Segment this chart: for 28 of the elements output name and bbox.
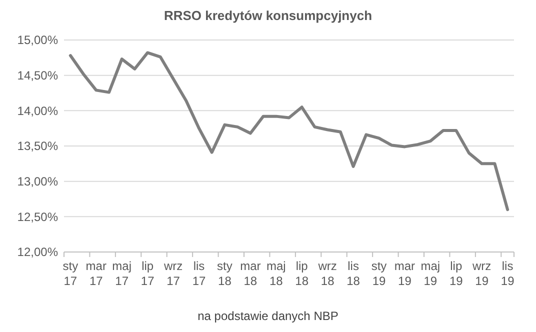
x-tick-label: maj 18 bbox=[266, 259, 286, 288]
x-tick-label: sty 17 bbox=[62, 259, 78, 288]
x-tick-label: sty 19 bbox=[371, 259, 387, 288]
y-tick-label: 14,50% bbox=[17, 68, 58, 83]
x-tick-label: mar 18 bbox=[240, 259, 261, 288]
x-tick-label: sty 18 bbox=[217, 259, 232, 288]
x-tick-label: lip 17 bbox=[140, 259, 155, 288]
x-tick-label: lis 17 bbox=[192, 259, 206, 288]
x-tick-label: wrz 17 bbox=[162, 259, 183, 288]
x-tick-label: lis 19 bbox=[500, 259, 515, 288]
x-tick-label: mar 17 bbox=[86, 259, 106, 288]
chart-title: RRSO kredytów konsumpcyjnych bbox=[164, 8, 372, 23]
x-tick-label: maj 17 bbox=[112, 259, 132, 288]
x-tick-label: lis 18 bbox=[346, 259, 360, 288]
x-tick-label: mar 19 bbox=[394, 259, 416, 288]
y-tick-label: 12,00% bbox=[17, 245, 58, 260]
x-tick-label: lip 19 bbox=[449, 259, 464, 288]
y-tick-label: 14,00% bbox=[17, 104, 58, 118]
y-tick-label: 13,50% bbox=[17, 139, 58, 154]
x-tick-label: wrz 18 bbox=[317, 259, 337, 288]
text: na podstawie danych NBP bbox=[198, 309, 338, 323]
x-tick-label: maj 19 bbox=[420, 259, 440, 288]
x-tick-label: wrz 19 bbox=[472, 259, 492, 288]
y-tick-label: 13,00% bbox=[17, 174, 58, 189]
y-tick-label: 12,50% bbox=[17, 210, 58, 224]
line-series bbox=[68, 51, 510, 212]
y-tick-label: 15,00% bbox=[17, 33, 58, 48]
x-tick-label: lip 18 bbox=[295, 259, 309, 288]
